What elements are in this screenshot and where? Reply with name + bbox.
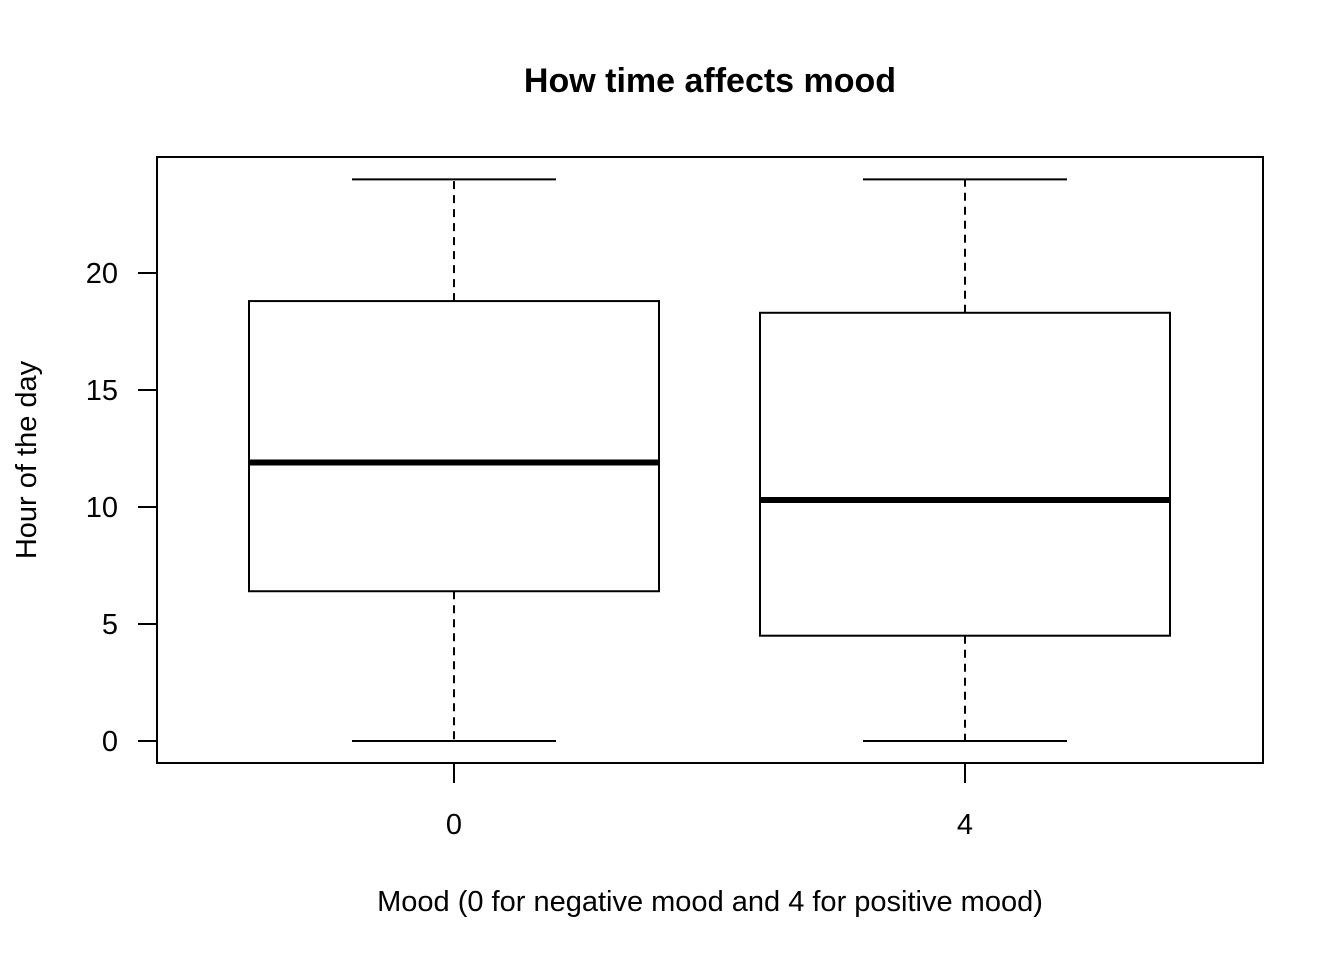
chart-title: How time affects mood <box>524 62 896 100</box>
box-group-4 <box>759 178 1171 742</box>
x-axis-label: Mood (0 for negative mood and 4 for posi… <box>377 886 1043 918</box>
y-tick-label-15: 15 <box>86 375 118 407</box>
x-tick-label-0: 0 <box>446 809 462 841</box>
y-axis: 0 5 10 15 20 <box>86 258 158 758</box>
boxes-layer <box>248 178 1171 742</box>
y-axis-label: Hour of the day <box>11 360 43 559</box>
box-group-0 <box>248 178 660 742</box>
x-tick-label-4: 4 <box>957 809 973 841</box>
y-tick-label-5: 5 <box>102 609 118 641</box>
y-tick-label-10: 10 <box>86 492 118 524</box>
box-0 <box>248 300 660 593</box>
box-4 <box>759 311 1171 637</box>
y-tick-label-20: 20 <box>86 258 118 290</box>
y-tick-label-0: 0 <box>102 726 118 758</box>
